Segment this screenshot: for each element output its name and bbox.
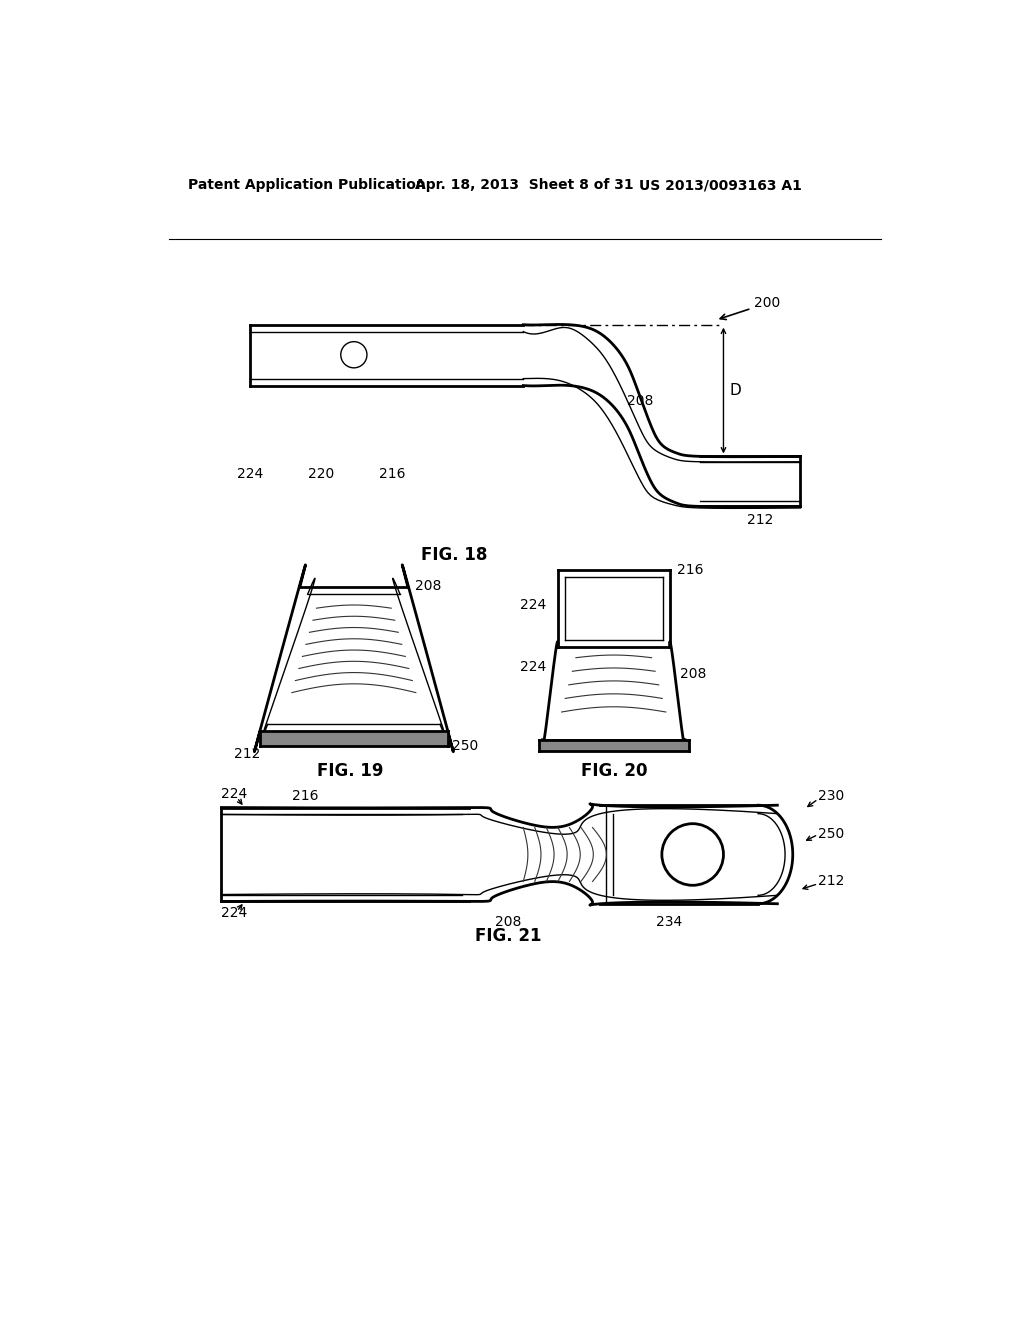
Text: 234: 234 <box>656 915 683 929</box>
Text: 208: 208 <box>416 578 441 593</box>
Text: 224: 224 <box>221 906 248 920</box>
Text: 212: 212 <box>746 513 773 527</box>
Text: Apr. 18, 2013  Sheet 8 of 31: Apr. 18, 2013 Sheet 8 of 31 <box>416 178 634 193</box>
Text: 216: 216 <box>677 564 703 577</box>
Text: 200: 200 <box>720 296 780 319</box>
Text: 224: 224 <box>520 660 547 673</box>
Text: 212: 212 <box>818 874 845 887</box>
Text: FIG. 20: FIG. 20 <box>581 762 647 780</box>
Text: 216: 216 <box>379 467 406 480</box>
Text: 216: 216 <box>292 789 318 803</box>
Text: 224: 224 <box>221 787 248 801</box>
Text: D: D <box>730 383 741 397</box>
Text: FIG. 21: FIG. 21 <box>474 927 541 945</box>
Text: 208: 208 <box>495 915 521 929</box>
Text: 208: 208 <box>680 668 707 681</box>
Text: Patent Application Publication: Patent Application Publication <box>188 178 426 193</box>
Text: 230: 230 <box>818 789 845 803</box>
Text: 250: 250 <box>453 739 478 752</box>
Text: 212: 212 <box>233 747 260 760</box>
Text: FIG. 19: FIG. 19 <box>316 762 383 780</box>
Text: 220: 220 <box>308 467 335 480</box>
Text: FIG. 18: FIG. 18 <box>421 546 487 564</box>
Text: 208: 208 <box>628 393 653 408</box>
Text: 250: 250 <box>818 828 845 841</box>
Text: US 2013/0093163 A1: US 2013/0093163 A1 <box>639 178 802 193</box>
Text: 224: 224 <box>520 598 547 612</box>
Text: 224: 224 <box>237 467 263 480</box>
